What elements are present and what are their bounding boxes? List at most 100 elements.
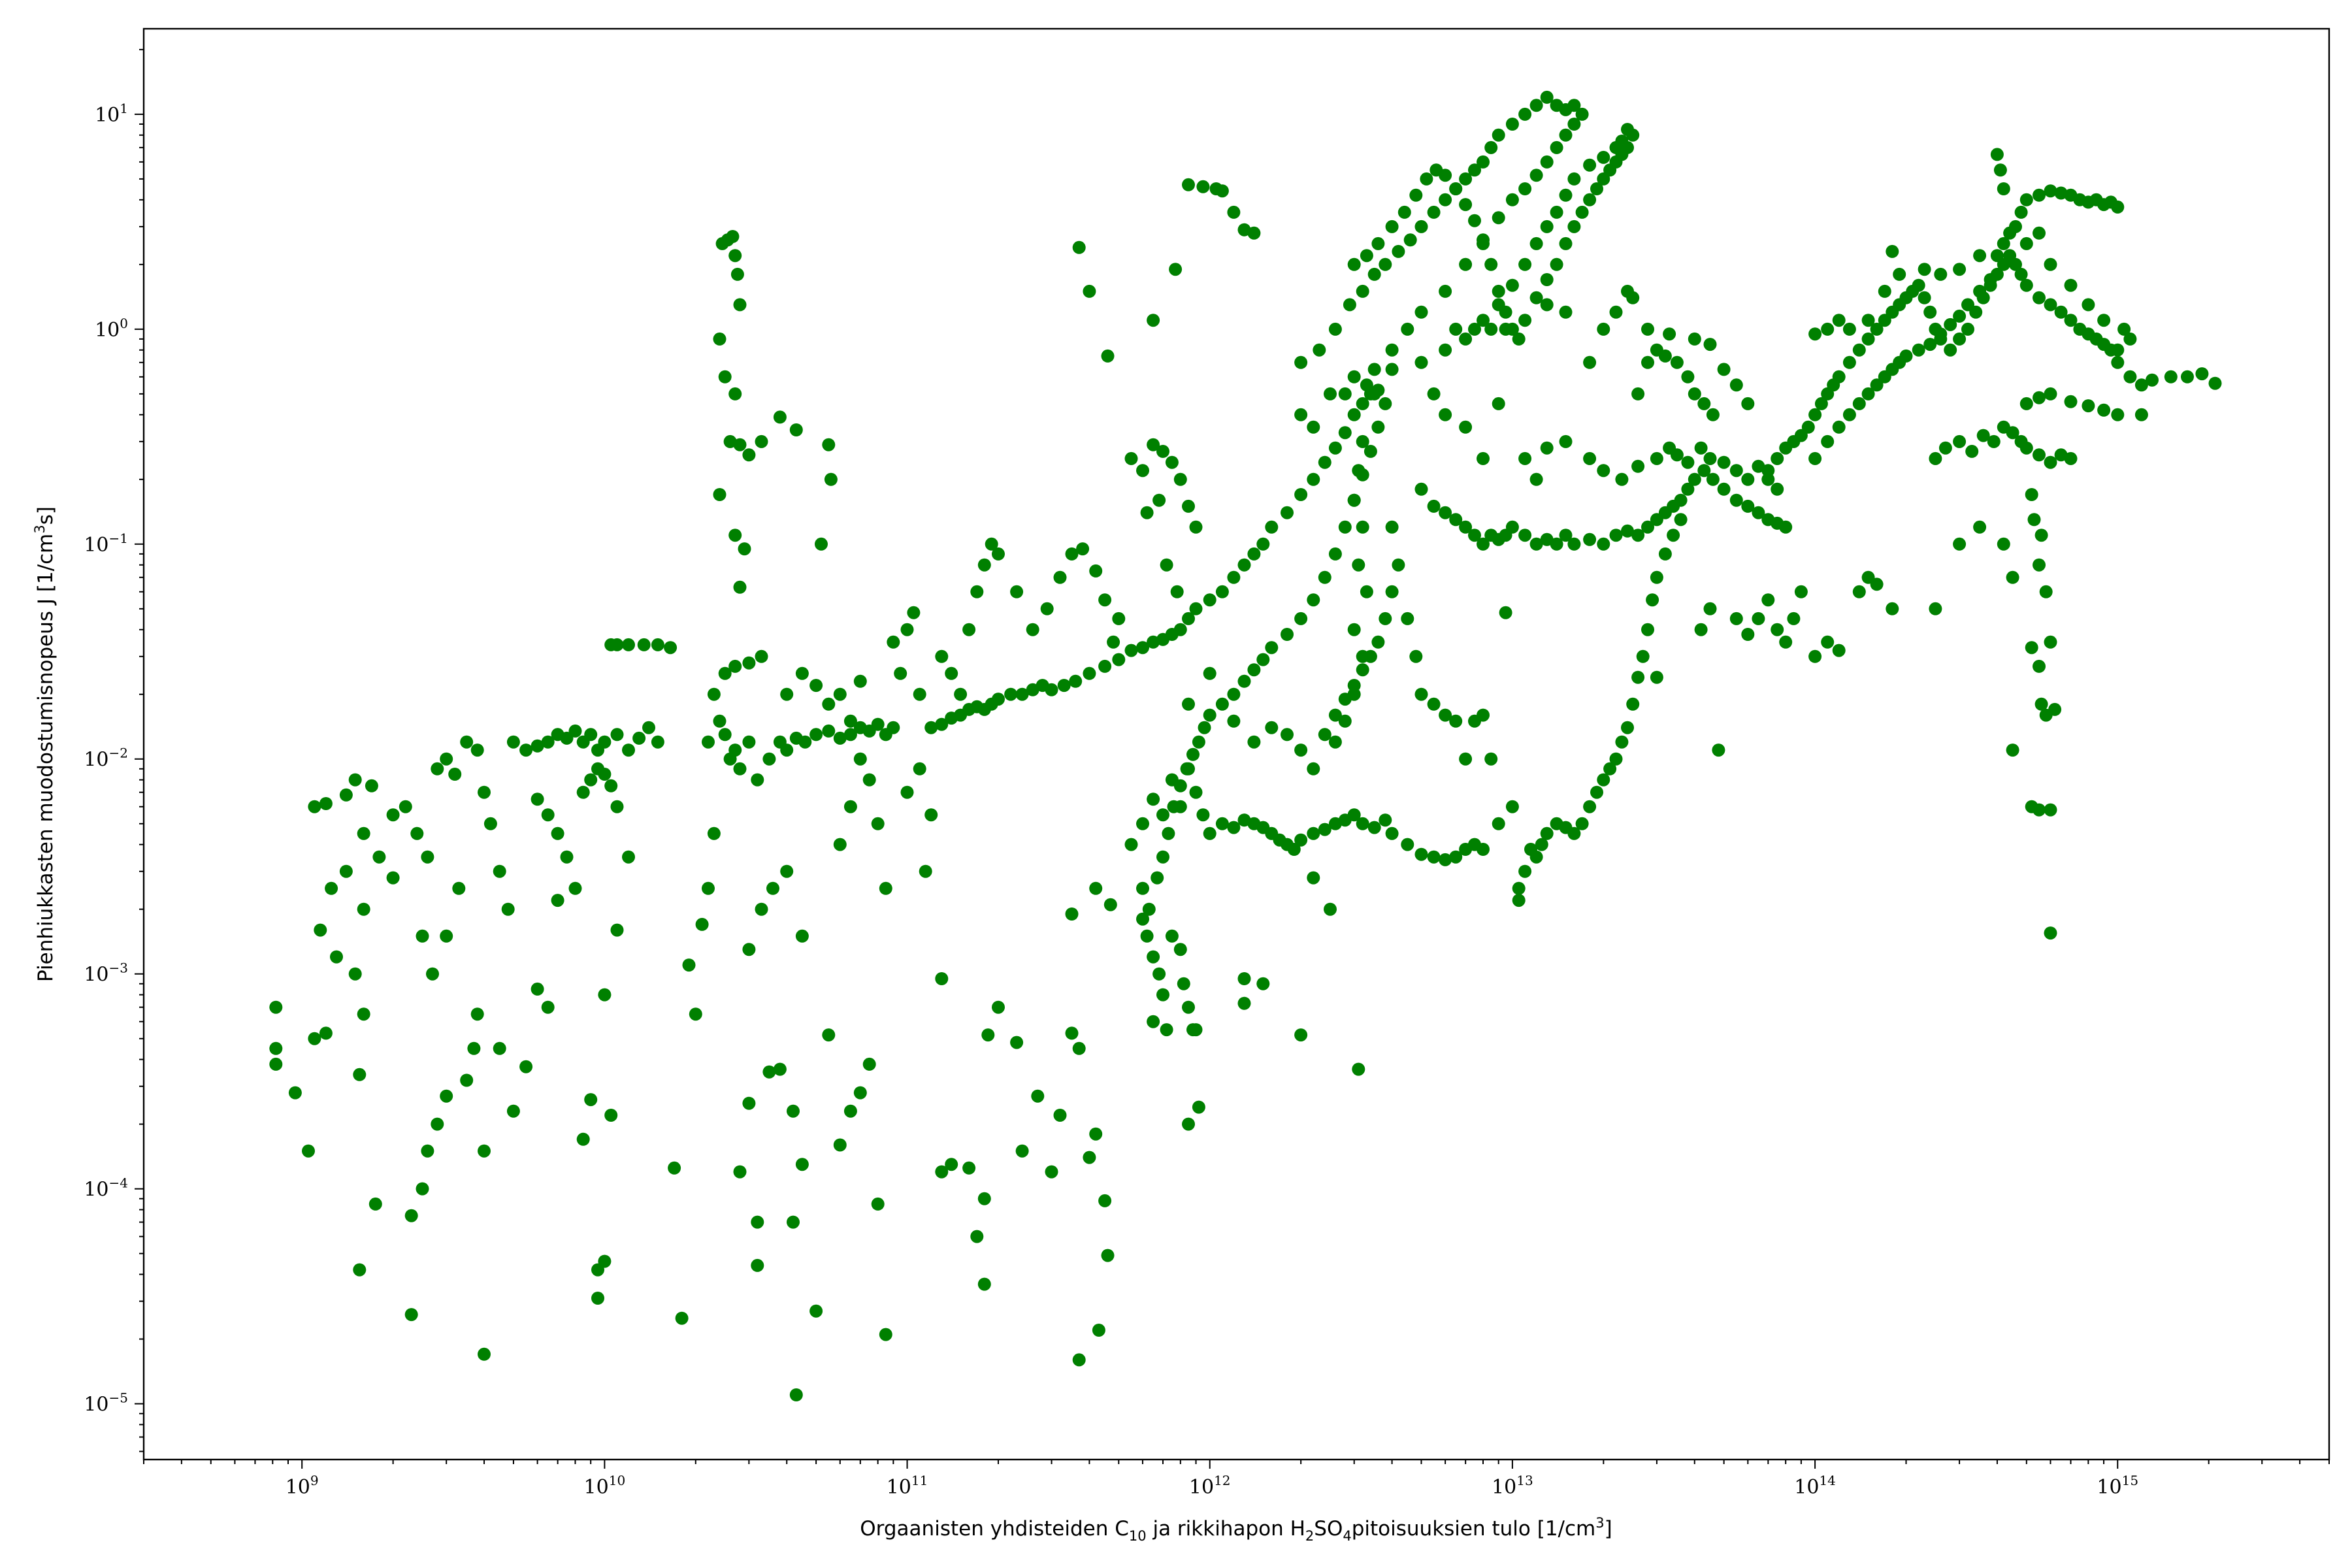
data-point-826 [2019,237,2033,250]
data-point-827 [2033,226,2046,240]
data-point-341 [1379,813,1392,827]
data-point-306 [1165,455,1179,469]
data-point-490 [1583,193,1597,206]
data-point-27 [416,1182,429,1196]
data-point-132 [738,542,751,556]
data-point-498 [1621,123,1634,137]
data-point-93 [610,923,624,937]
data-point-4 [302,1144,315,1158]
data-point-299 [1227,205,1241,219]
data-point-354 [1156,850,1169,864]
data-point-112 [728,743,742,757]
data-point-312 [1160,558,1173,572]
data-point-718 [2054,305,2068,319]
data-point-288 [1065,907,1079,921]
data-point-145 [773,1062,787,1076]
data-point-411 [1328,708,1342,722]
data-point-249 [970,585,984,598]
data-point-692 [1861,332,1875,346]
data-point-371 [1307,593,1320,607]
data-point-477 [1477,237,1490,250]
data-point-379 [1379,397,1392,410]
data-point-591 [1752,506,1765,519]
data-point-361 [1198,721,1211,734]
x-axis-title-sub1: 10 [1129,1528,1147,1544]
data-point-344 [1414,847,1428,861]
data-point-625 [1706,408,1720,421]
data-point-704 [1944,343,1957,357]
data-point-160 [798,735,812,749]
data-point-729 [1821,434,1835,448]
data-point-219 [1124,644,1138,657]
data-point-557 [1414,482,1428,496]
data-point-793 [2082,399,2095,413]
data-point-94 [622,850,635,864]
data-point-685 [1808,408,1822,421]
data-point-632 [1703,338,1717,351]
data-point-752 [2019,193,2033,206]
data-point-208 [992,693,1005,706]
data-point-102 [675,1311,689,1325]
data-point-822 [1918,263,1931,276]
data-point-659 [1674,513,1688,527]
data-point-270 [977,1192,991,1205]
data-point-113 [733,762,747,776]
data-point-530 [1356,434,1369,448]
data-point-653 [1636,649,1650,663]
data-points [269,90,2222,1401]
y-tick-label-base: 10 [84,964,108,987]
data-point-535 [1360,585,1373,598]
data-point-636 [1518,864,1532,878]
data-point-429 [1392,244,1405,258]
data-point-41 [386,808,400,822]
data-point-314 [1124,838,1138,851]
data-point-279 [1065,1026,1079,1040]
data-point-572 [1559,529,1573,542]
data-point-629 [1641,322,1654,336]
data-point-770 [2164,370,2178,384]
data-point-388 [1173,943,1187,956]
data-point-309 [1189,520,1203,534]
data-point-14 [348,773,362,787]
data-point-536 [1347,623,1361,636]
data-point-400 [1307,871,1320,885]
x-axis-title-sup: 3 [1595,1515,1604,1531]
data-point-46 [440,752,453,766]
data-point-78 [568,881,582,895]
data-point-2 [269,1057,283,1071]
data-point-390 [1182,1000,1195,1014]
y-tick-label: 10−1 [84,531,128,557]
data-point-548 [1449,714,1463,728]
data-point-487 [1559,237,1573,250]
data-point-258 [1076,542,1090,556]
data-point-167 [871,717,885,731]
data-point-273 [992,1000,1005,1014]
data-point-238 [1328,441,1342,455]
data-point-648 [1609,752,1623,766]
data-point-443 [1540,90,1554,104]
data-point-13 [339,788,353,802]
data-point-508 [1518,257,1532,271]
x-tick-label-base: 10 [1492,1476,1516,1499]
data-point-541 [1385,520,1399,534]
data-point-795 [2111,408,2125,421]
data-point-738 [1899,349,1913,363]
data-point-474 [1449,182,1463,195]
data-point-775 [1929,451,1942,465]
data-point-616 [1621,284,1634,298]
data-point-777 [1953,434,1967,448]
x-axis-title: Orgaanisten yhdisteiden C10 ja rikkihapo… [860,1515,1612,1544]
data-point-482 [1512,332,1526,346]
data-point-785 [2033,448,2046,462]
data-point-534 [1352,558,1365,572]
data-point-734 [1870,378,1884,392]
data-point-74 [531,792,544,806]
data-point-53 [501,902,515,916]
axis-ticks [135,48,2330,1469]
data-point-190 [853,752,867,766]
data-point-85 [551,894,564,907]
y-tick-label-exponent: −3 [109,960,128,976]
data-point-661 [1703,602,1717,615]
data-point-467 [1371,237,1385,250]
data-point-623 [1688,387,1701,400]
